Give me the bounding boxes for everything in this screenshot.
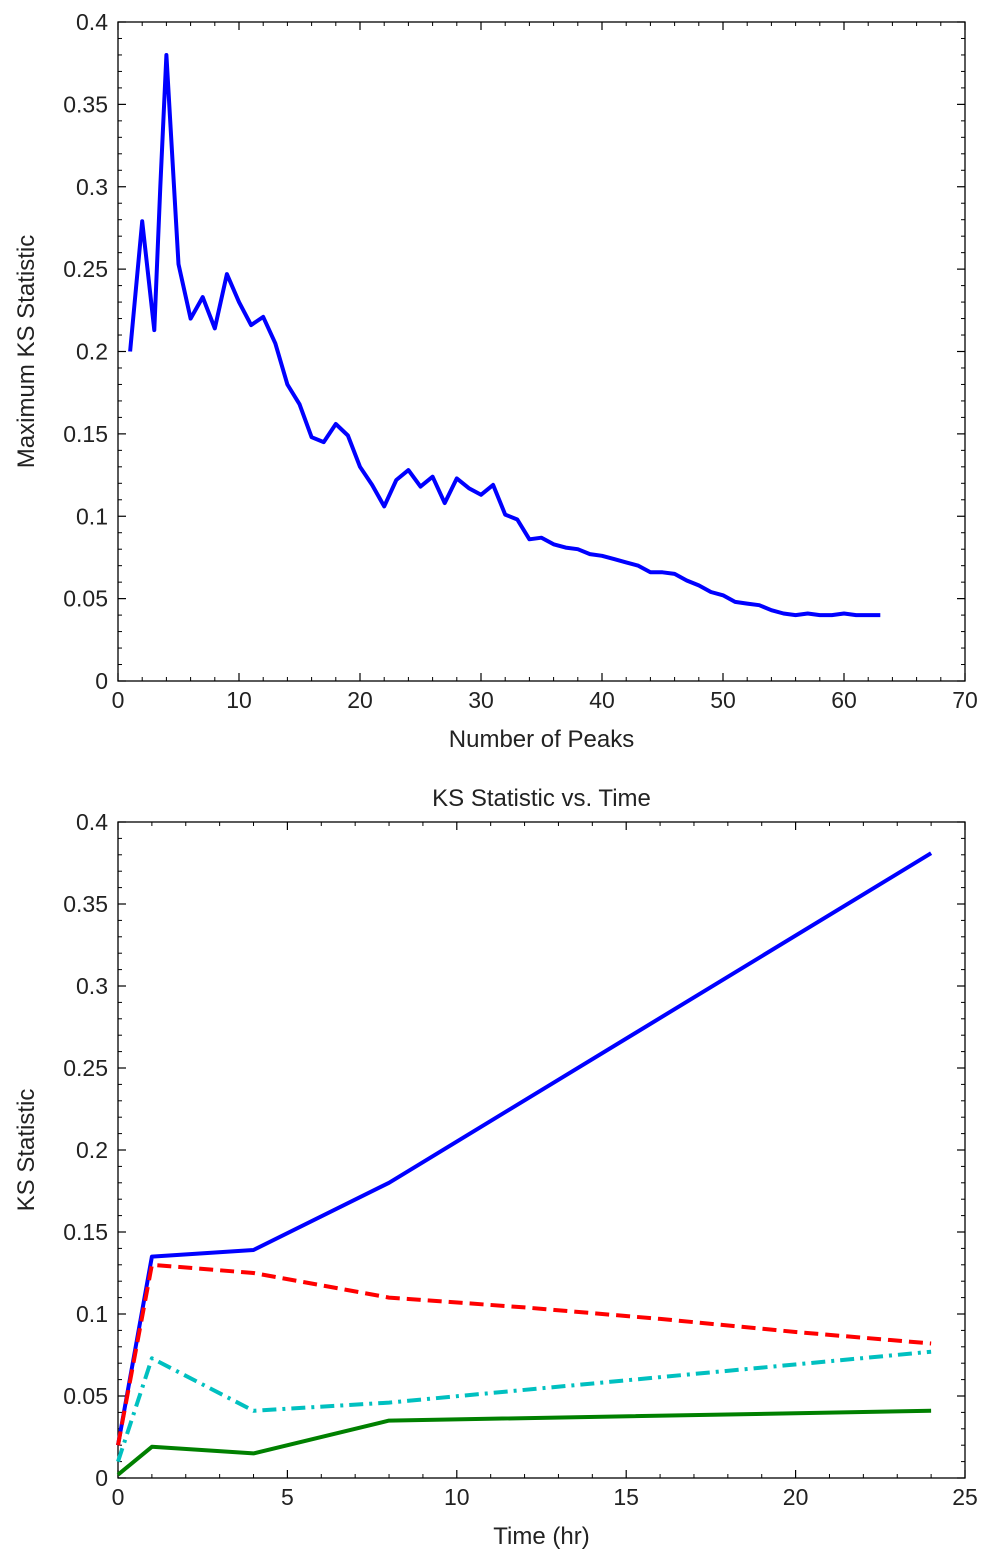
- series-line-1: [116, 1262, 932, 1446]
- x-tick-label: 15: [613, 1484, 639, 1510]
- x-tick-label: 25: [952, 1484, 978, 1510]
- y-tick-label: 0.2: [76, 339, 108, 365]
- series-line-0: [128, 53, 881, 618]
- x-tick-label: 60: [831, 687, 857, 713]
- x-tick-label: 0: [112, 1484, 125, 1510]
- chart-ks-vs-time: 0 5 10 15 20 25 0 0.05 0.1 0.15 0.2 0.25 0.3 0.35 0.4 T…: [13, 785, 978, 1550]
- y-tick-label: 0.25: [63, 1055, 108, 1081]
- x-axis-label: Time (hr): [493, 1523, 589, 1550]
- y-tick-label: 0.05: [63, 586, 108, 612]
- chart-title: KS Statistic vs. Time: [432, 785, 651, 812]
- x-tick-label: 20: [783, 1484, 809, 1510]
- y-tick-label: 0.15: [63, 421, 108, 447]
- y-tick-label: 0.35: [63, 891, 108, 917]
- y-tick-label: 0.1: [76, 503, 108, 529]
- plot-frame: [117, 821, 966, 1479]
- y-tick-label: 0.4: [76, 9, 108, 35]
- x-tick-label: 70: [952, 687, 978, 713]
- x-tick-label: 0: [112, 687, 125, 713]
- y-tick-label: 0.3: [76, 174, 108, 200]
- y-tick-label: 0.05: [63, 1383, 108, 1409]
- chart-max-ks-vs-peaks: 0 10 20 30 40 50 60 70 0 0.05 0.1 0.15 0.2 0.25 0.3 0.3…: [13, 9, 978, 753]
- x-tick-label: 10: [444, 1484, 470, 1510]
- y-tick-label: 0.25: [63, 256, 108, 282]
- y-tick-label: 0: [95, 1465, 108, 1491]
- y-tick-label: 0.2: [76, 1137, 108, 1163]
- y-tick-label: 0.3: [76, 973, 108, 999]
- y-tick-label: 0.1: [76, 1301, 108, 1327]
- x-tick-label: 30: [468, 687, 494, 713]
- x-tick-label: 10: [226, 687, 252, 713]
- x-tick-label: 20: [347, 687, 373, 713]
- y-axis-label: Maximum KS Statistic: [13, 235, 40, 468]
- y-tick-label: 0.35: [63, 91, 108, 117]
- y-tick-label: 0.15: [63, 1219, 108, 1245]
- x-axis-label: Number of Peaks: [449, 726, 634, 753]
- y-tick-label: 0: [95, 668, 108, 694]
- x-tick-label: 50: [710, 687, 736, 713]
- y-axis-label: KS Statistic: [13, 1089, 40, 1212]
- plot-frame: [117, 21, 966, 682]
- x-tick-label: 40: [589, 687, 615, 713]
- x-tick-label: 5: [281, 1484, 294, 1510]
- y-tick-label: 0.4: [76, 809, 108, 835]
